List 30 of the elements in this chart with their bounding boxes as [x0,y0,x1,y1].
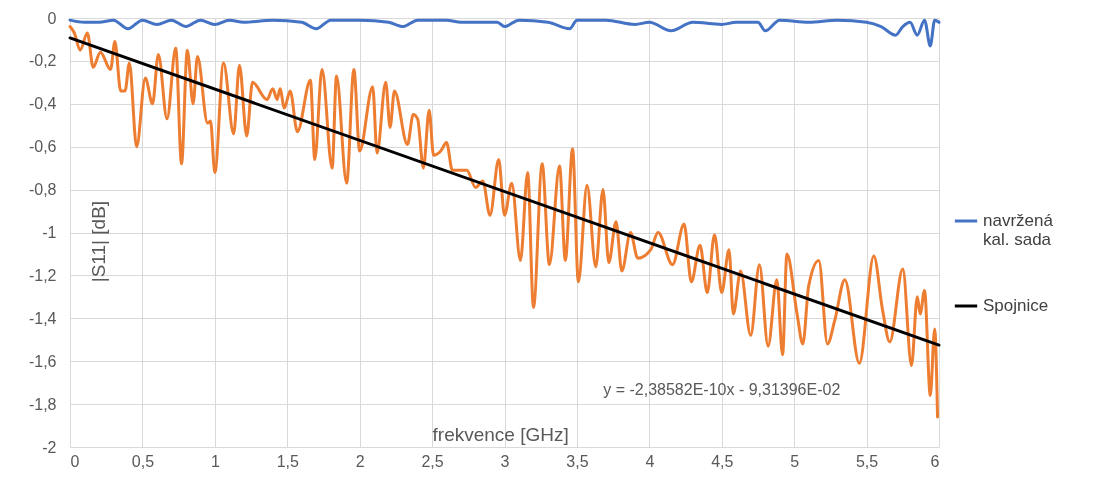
x-tick-label: 5,5 [855,452,879,470]
y-tick-label: -0,4 [28,95,57,113]
y-tick-label: 0 [47,9,57,27]
line-series [68,25,940,419]
x-tick-label: 1,5 [276,452,299,470]
x-tick-label: 5 [790,452,800,470]
legend-label: Spojnice [983,296,1049,315]
x-tick-label: 2,5 [421,452,444,470]
y-tick-label: -0,2 [28,52,57,70]
x-tick-label: 4,5 [711,452,734,470]
y-tick-label: -1,2 [28,266,57,284]
y-tick-label: -1,6 [28,352,57,370]
x-tick-label: 2 [355,452,365,470]
y-tick-label: -2 [42,438,57,456]
x-tick-label: 3,5 [566,452,589,470]
legend-label: navržená kal. sada [983,211,1054,249]
y-tick-label: -1 [42,224,57,241]
x-tick-label: 0,5 [131,452,155,470]
annotation: y = -2,38582E-10x - 9,31396E-02 [603,380,841,398]
y-tick-label: -1,4 [28,309,57,327]
x-tick-label: 4 [645,452,655,470]
y-tick-label: -0,6 [28,138,57,156]
x-tick-label: 0 [70,452,80,470]
y-tick-label: -0,8 [28,181,57,199]
y-axis-title: |S11| [dB] [87,200,109,283]
x-tick-label: 6 [930,452,940,470]
x-axis-title: frekvence [GHz] [432,423,569,445]
y-tick-label: -1,8 [28,395,57,413]
x-tick-label: 3 [500,452,510,470]
x-tick-label: 1 [210,452,220,470]
